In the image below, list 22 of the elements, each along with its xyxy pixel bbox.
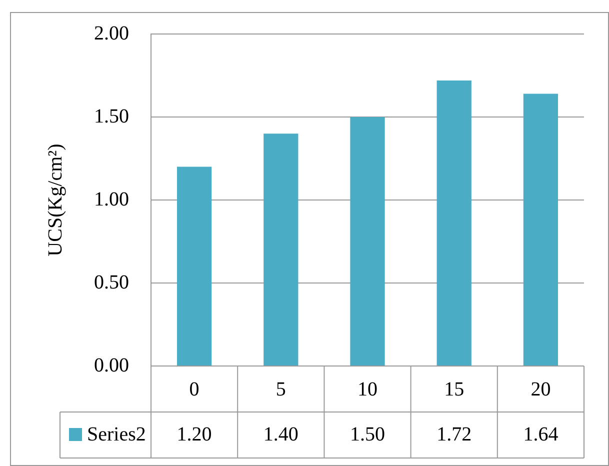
x-tick-label: 5 [276, 378, 286, 400]
y-axis-title: UCS(Kg/cm²) [44, 144, 66, 256]
x-tick-label: 10 [358, 378, 378, 400]
bar [523, 94, 558, 366]
y-tick-label: 1.00 [94, 188, 129, 210]
x-tick-label: 20 [530, 378, 551, 400]
data-label: 1.50 [350, 423, 385, 446]
data-label: 1.64 [523, 423, 558, 446]
data-label: 1.40 [263, 423, 298, 446]
y-tick-label: 1.50 [94, 105, 129, 128]
data-label: 1.72 [436, 423, 472, 446]
data-label: 1.20 [176, 423, 212, 446]
y-tick-label: 2.00 [94, 22, 129, 44]
bar [436, 80, 472, 366]
bar [264, 134, 298, 366]
x-tick-label: 15 [444, 378, 464, 400]
x-tick-label: 0 [189, 378, 200, 400]
legend-label: Series2 [87, 423, 146, 446]
y-tick-label: 0.50 [94, 271, 129, 294]
bar [350, 117, 385, 366]
y-tick-label: 0.00 [94, 354, 129, 376]
bar [176, 166, 212, 366]
